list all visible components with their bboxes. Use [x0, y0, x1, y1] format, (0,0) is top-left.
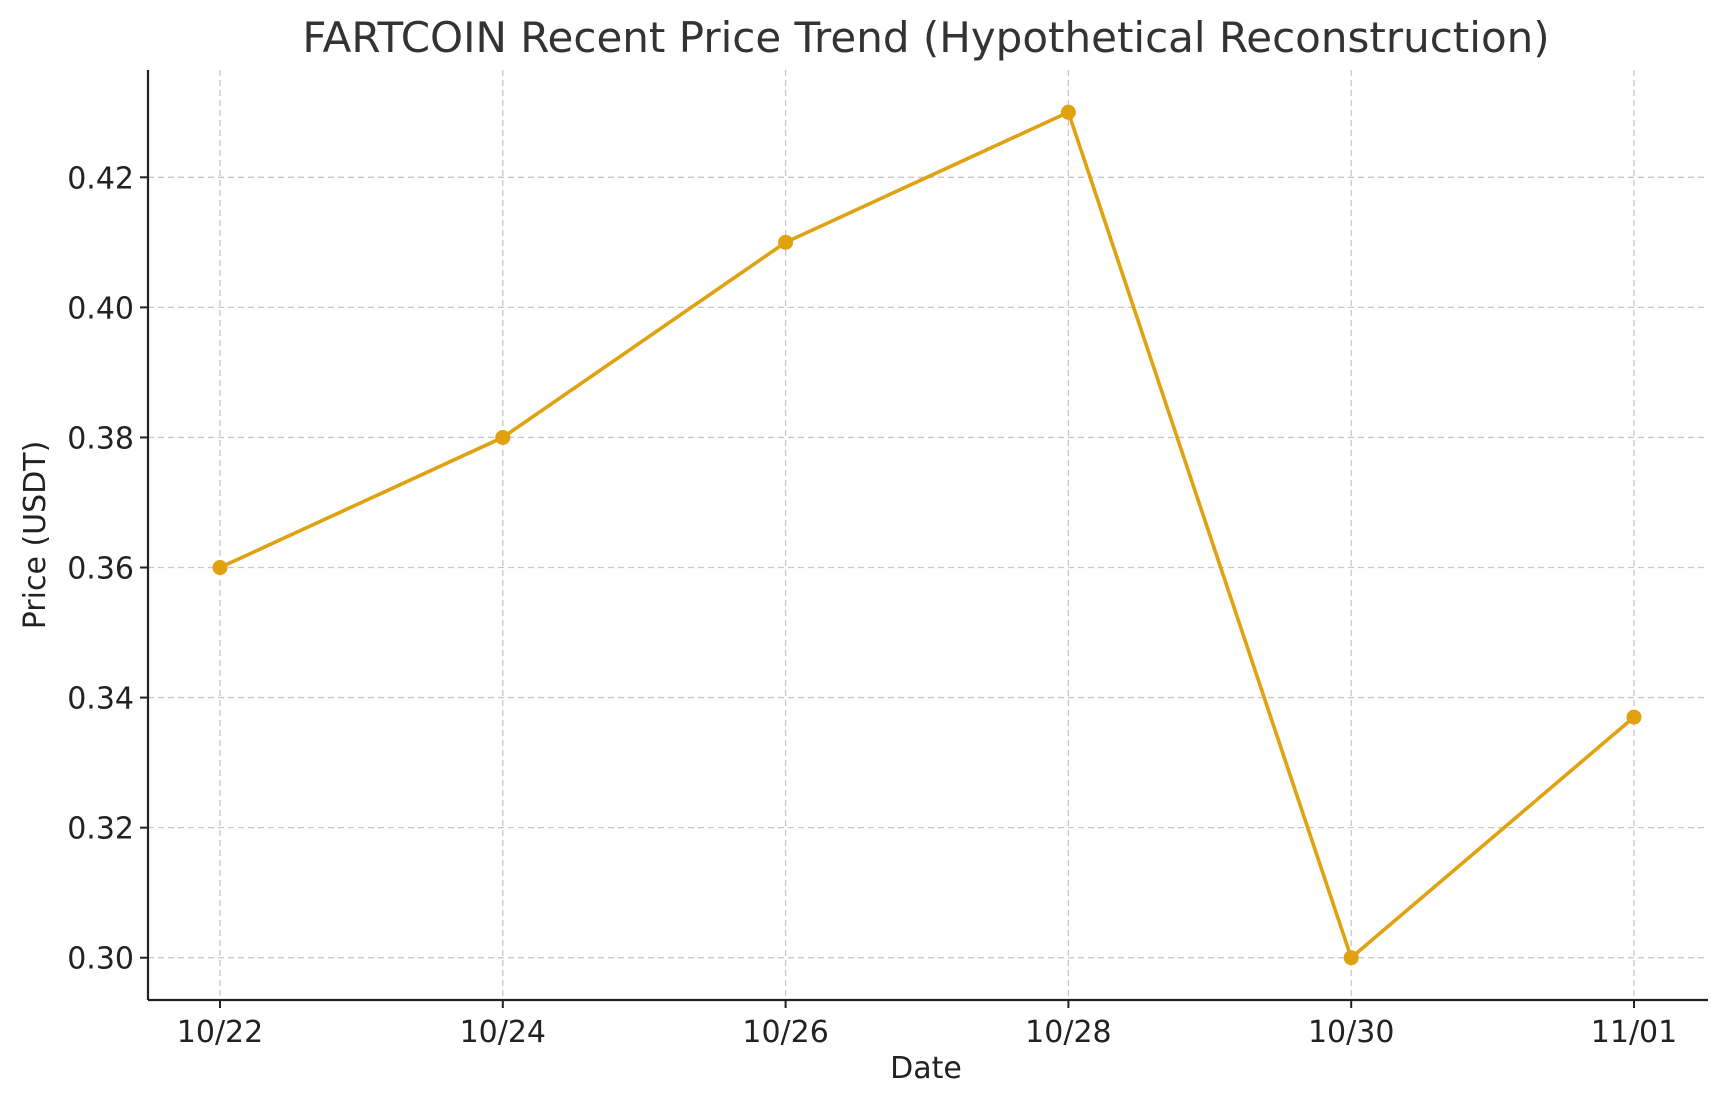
- x-tick-label: 10/30: [1308, 1015, 1394, 1050]
- x-axis-label: Date: [890, 1051, 962, 1086]
- price-series-line: [219, 110, 1636, 960]
- data-point: [495, 429, 511, 445]
- y-tick-label: 0.42: [67, 161, 134, 196]
- y-tick-label: 0.38: [67, 421, 134, 456]
- x-tick-label: 10/28: [1025, 1015, 1111, 1050]
- data-point: [1343, 950, 1359, 966]
- x-tick-label: 11/01: [1591, 1015, 1677, 1050]
- series-layer: [212, 104, 1642, 966]
- y-tick-label: 0.30: [67, 942, 134, 977]
- axis-ticks: 10/22 10/24 10/26 10/28 10/30 11/01 0.30 0.32 0.…: [67, 161, 1677, 1050]
- y-tick-label: 0.32: [67, 812, 134, 847]
- data-point: [212, 560, 228, 576]
- data-point: [1626, 709, 1642, 725]
- x-tick-label: 10/24: [460, 1015, 546, 1050]
- data-point: [778, 234, 794, 250]
- y-axis-label: Price (USDT): [18, 441, 53, 630]
- x-tick-label: 10/22: [177, 1015, 263, 1050]
- axes: [146, 70, 1708, 1002]
- y-tick-label: 0.36: [67, 552, 134, 587]
- x-tick-label: 10/26: [742, 1015, 828, 1050]
- grid-lines: [148, 70, 1708, 1000]
- chart-title: FARTCOIN Recent Price Trend (Hypothetica…: [302, 13, 1549, 62]
- y-tick-label: 0.34: [67, 682, 134, 717]
- data-point: [1060, 104, 1076, 120]
- y-tick-label: 0.40: [67, 291, 134, 326]
